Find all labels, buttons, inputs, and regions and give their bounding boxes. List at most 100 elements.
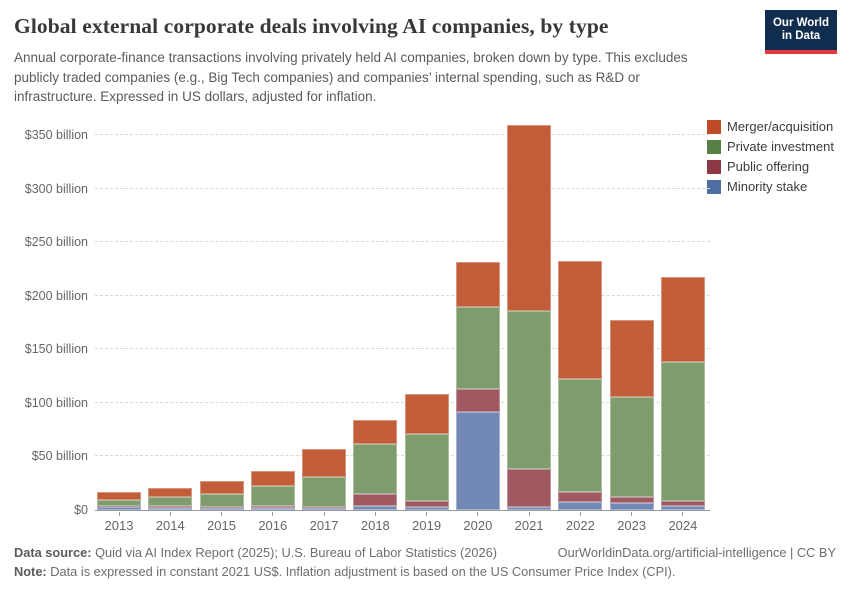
segment-2021-merger-acquisition[interactable]	[507, 125, 552, 312]
segment-2024-minority-stake[interactable]	[660, 505, 705, 510]
segment-2021-private-investment[interactable]	[507, 311, 552, 469]
x-tick-2013	[97, 512, 141, 516]
legend-item-merger-acquisition[interactable]: Merger/acquisition	[707, 119, 834, 134]
bar-stack-2014	[148, 488, 193, 510]
segment-2022-minority-stake[interactable]	[558, 501, 603, 510]
segment-2013-minority-stake[interactable]	[97, 507, 141, 510]
segment-2014-public-offering[interactable]	[148, 506, 193, 509]
segment-2021-minority-stake[interactable]	[507, 507, 552, 510]
segment-2023-minority-stake[interactable]	[609, 502, 654, 510]
segment-2015-public-offering[interactable]	[199, 506, 244, 509]
segment-2016-public-offering[interactable]	[250, 505, 295, 508]
gridline-150	[95, 348, 710, 350]
segment-2023-merger-acquisition[interactable]	[609, 319, 654, 398]
bar-2013	[97, 135, 141, 510]
segment-2020-merger-acquisition[interactable]	[455, 261, 500, 307]
x-tick-2024	[661, 512, 705, 516]
segment-2013-public-offering[interactable]	[97, 505, 141, 508]
segment-2023-private-investment[interactable]	[609, 397, 654, 497]
segment-2018-private-investment[interactable]	[353, 443, 398, 495]
bar-stack-2023	[609, 319, 654, 510]
legend-item-public-offering[interactable]: Public offering	[707, 159, 834, 174]
bar-2017	[302, 135, 347, 510]
owid-logo-line2: in Data	[781, 30, 821, 42]
x-tick-2014	[148, 512, 192, 516]
x-tick-2023	[610, 512, 654, 516]
segment-2017-merger-acquisition[interactable]	[302, 448, 347, 477]
segment-2014-private-investment[interactable]	[148, 497, 193, 507]
segment-2022-public-offering[interactable]	[558, 491, 603, 502]
note-value: Data is expressed in constant 2021 US$. …	[46, 564, 676, 579]
segment-2015-minority-stake[interactable]	[199, 508, 244, 510]
segment-2013-merger-acquisition[interactable]	[97, 492, 141, 501]
x-label-2022: 2022	[565, 518, 595, 533]
x-axis-ticks	[97, 512, 705, 516]
bar-2018	[353, 135, 398, 510]
bar-stack-2015	[199, 480, 244, 510]
legend-swatch-icon	[707, 139, 721, 154]
bar-stack-2016	[250, 471, 295, 510]
segment-2015-merger-acquisition[interactable]	[199, 480, 244, 495]
x-axis-line	[95, 510, 710, 511]
segment-2019-merger-acquisition[interactable]	[404, 394, 449, 435]
legend-item-private-investment[interactable]: Private investment	[707, 139, 834, 154]
x-label-2017: 2017	[309, 518, 339, 533]
y-tick-label-350: $350 billion	[24, 128, 88, 142]
bar-stack-2022	[558, 261, 603, 510]
gridline-200	[95, 294, 710, 296]
legend-label: Private investment	[727, 139, 834, 154]
segment-2019-minority-stake[interactable]	[404, 507, 449, 510]
page-title: Global external corporate deals involvin…	[14, 14, 609, 38]
bar-2019	[404, 135, 449, 510]
gridline-100	[95, 401, 710, 403]
segment-2021-public-offering[interactable]	[507, 468, 552, 508]
owid-url-link[interactable]: OurWorldinData.org/artificial-intelligen…	[557, 545, 836, 560]
data-source-value: Quid via AI Index Report (2025); U.S. Bu…	[91, 545, 497, 560]
bar-stack-2013	[97, 492, 141, 510]
segment-2013-private-investment[interactable]	[97, 500, 141, 506]
segment-2024-public-offering[interactable]	[660, 501, 705, 506]
segment-2020-public-offering[interactable]	[455, 389, 500, 412]
segment-2019-private-investment[interactable]	[404, 434, 449, 502]
segment-2024-merger-acquisition[interactable]	[660, 276, 705, 363]
segment-2018-minority-stake[interactable]	[353, 506, 398, 510]
y-tick-label-250: $250 billion	[24, 235, 88, 250]
x-label-2024: 2024	[668, 518, 698, 533]
gridline-250	[95, 241, 710, 243]
x-tick-2021	[507, 512, 551, 516]
segment-2016-minority-stake[interactable]	[250, 507, 295, 510]
segment-2016-merger-acquisition[interactable]	[250, 471, 295, 486]
legend-swatch-icon	[707, 119, 721, 134]
x-label-2020: 2020	[463, 518, 493, 533]
segment-2022-private-investment[interactable]	[558, 379, 603, 492]
segment-2019-public-offering[interactable]	[404, 501, 449, 508]
bar-2016	[250, 135, 295, 510]
segment-2014-merger-acquisition[interactable]	[148, 488, 193, 498]
bar-2014	[148, 135, 193, 510]
legend-swatch-icon	[707, 179, 721, 194]
segment-2015-private-investment[interactable]	[199, 494, 244, 507]
bar-stack-2020	[455, 261, 500, 510]
segment-2017-private-investment[interactable]	[302, 476, 347, 507]
note-label: Note:	[14, 564, 47, 579]
segment-2018-public-offering[interactable]	[353, 494, 398, 507]
bar-2022	[558, 135, 603, 510]
owid-logo[interactable]: Our World in Data	[765, 10, 837, 54]
segment-2023-public-offering[interactable]	[609, 496, 654, 503]
segment-2020-minority-stake[interactable]	[455, 411, 500, 510]
segment-2016-private-investment[interactable]	[250, 485, 295, 506]
y-tick-label-0: $0	[74, 503, 88, 517]
segment-2014-minority-stake[interactable]	[148, 508, 193, 510]
segment-2020-private-investment[interactable]	[455, 306, 500, 390]
legend-item-minority-stake[interactable]: Minority stake	[707, 179, 834, 194]
segment-2024-private-investment[interactable]	[660, 362, 705, 502]
segment-2022-merger-acquisition[interactable]	[558, 261, 603, 380]
segment-2018-merger-acquisition[interactable]	[353, 420, 398, 444]
segment-2017-minority-stake[interactable]	[302, 508, 347, 510]
x-label-2019: 2019	[412, 518, 442, 533]
data-source-text: Data source: Quid via AI Index Report (2…	[14, 545, 497, 560]
x-tick-2017	[302, 512, 346, 516]
bar-stack-2018	[353, 420, 398, 510]
segment-2017-public-offering[interactable]	[302, 506, 347, 509]
data-source-label: Data source:	[14, 545, 92, 560]
